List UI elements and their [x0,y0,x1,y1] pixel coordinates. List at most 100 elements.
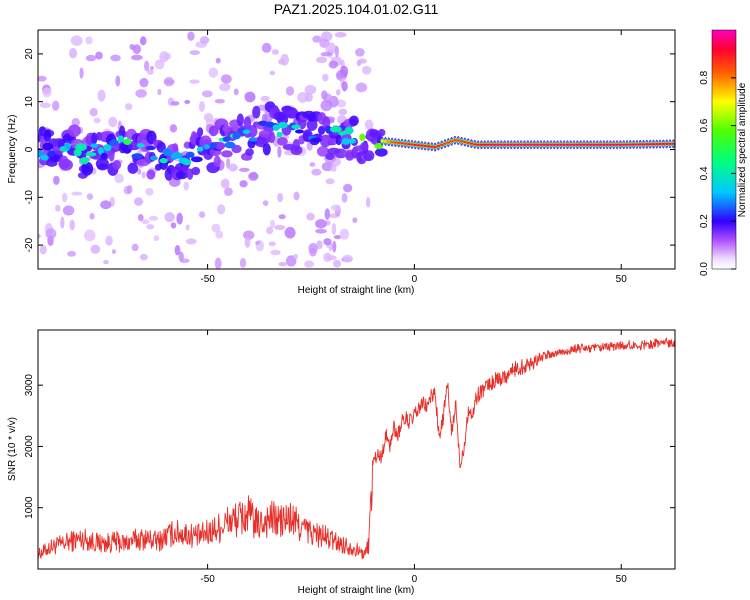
spectrogram-noise-cell [333,235,342,240]
spectrogram-noise-cell [323,238,332,246]
spectrogram-noise-cell [126,185,133,194]
spectrogram-ridge-cell [75,143,87,152]
snr-xtick-label: 0 [412,574,418,585]
spectrogram-band-cell [91,132,98,145]
spectrogram-ridge-cell [502,143,507,146]
spectrogram-ridge-cell [625,143,629,146]
spectrogram-noise-cell [330,163,337,172]
spectrogram-noise-cell [214,99,225,104]
spectrogram-y-label: Frequency (Hz) [7,115,18,184]
spectrogram-noise-cell [332,259,342,268]
spectrogram-ridge-cell [423,144,427,148]
spectrogram-noise-cell [309,162,316,167]
spectrogram-ridge-cell [459,140,464,143]
spectrogram-ridge-cell [552,143,556,146]
spectrogram-ridge-cell [602,143,606,146]
spectrogram-noise-cell [199,100,205,113]
spectrogram-noise-cell [284,226,296,239]
spectrogram-noise-cell [322,73,329,82]
spectrogram-noise-cell [261,42,272,53]
spectrogram-noise-cell [293,191,300,201]
spectrogram-xtick-label: 50 [616,274,628,285]
spectrogram-noise-cell [306,212,315,221]
spectrogram-noise-cell [334,45,339,58]
spectrogram-ridge-cell [506,143,510,146]
spectrogram-noise-cell [201,90,213,98]
spectrogram-band-cell [245,148,254,156]
spectrogram-ridge-cell [440,143,444,146]
spectrogram-ridge-cell [522,143,527,146]
spectrogram-band-cell [208,125,219,137]
colorbar-ticks: 0.0 0.2 0.4 0.6 0.8 [699,70,736,276]
spectrogram-noise-cell [184,99,191,104]
spectrogram-ridge-cell [149,155,158,161]
spectrogram-noise-cell [146,224,155,230]
spectrogram-ytick-label: 0 [24,146,35,152]
spectrogram-noise-cell [139,77,149,88]
spectrogram-noise-cell [139,36,147,46]
spectrogram-noise-cell [255,240,261,246]
spectrogram-ridge-cell [131,153,144,159]
spectrogram-ridge-cell [466,141,470,144]
spectrogram-ridge-cell [123,138,132,145]
spectrogram-ridge-cell [248,137,258,142]
spectrogram-band-cell [236,113,244,127]
spectrogram-ridge-cell [136,143,145,148]
spectrogram-ridge-cell [159,157,168,164]
spectrogram-ridge-cell [117,135,124,143]
spectrogram-noise-cell [336,99,347,108]
spectrogram-noise-cell [85,36,93,45]
spectrogram-noise-cell [53,175,60,186]
spectrogram-noise-cell [199,36,210,44]
spectrogram-noise-cell [215,230,224,239]
spectrogram-ridge-cell [433,146,437,149]
spectrogram-noise-cell [85,54,97,62]
spectrogram-ridge-cell [661,142,666,146]
spectrogram-noise-cell [141,219,150,225]
spectrogram-noise-cell [341,192,348,203]
spectrogram-ridge-cell [430,145,434,148]
spectrogram-noise-cell [45,228,57,240]
spectrogram-noise-cell [62,205,75,216]
spectrogram-noise-cell [324,208,330,220]
spectrogram-noise-cell [114,173,124,184]
spectrogram-ytick-label: 20 [24,48,35,60]
spectrogram-noise-cell [70,35,83,46]
spectrogram-noise-cell [355,48,365,57]
colorbar-tick-label: 0.4 [699,166,710,180]
spectrogram-ridge-cell [162,148,172,157]
spectrogram-ridge-cell [456,139,460,142]
spectrogram-noise-cell [60,216,65,229]
spectrogram-noise-cell [364,119,374,130]
spectrogram-noise-cell [145,187,154,196]
spectrogram-band-cell [108,149,115,162]
spectrogram-noise-cell [304,92,313,102]
spectrogram-noise-cell [215,57,221,64]
snr-ytick-label: 2000 [24,435,35,458]
spectrogram-noise-cell [224,187,233,196]
spectrogram-noise-cell [164,212,175,223]
spectrogram-ridge-cell [655,142,659,146]
spectrogram-ridge-cell [242,129,251,135]
spectrogram-ridge-cell [196,146,204,152]
spectrogram-band-cell [276,137,288,146]
spectrogram-noise-cell [130,54,143,61]
spectrogram-ridge-cell [496,143,500,146]
spectrogram-y-ticks: -20 -10 0 10 20 [24,48,675,252]
spectrogram-noise-cell [278,214,286,220]
spectrogram-noise-cell [315,228,327,234]
spectrogram-ridge-cell [403,142,407,145]
spectrogram-noise-cell [189,50,200,56]
spectrogram-noise-cell [141,171,146,179]
spectrogram-noise-cell [321,90,328,100]
spectrogram-ytick-label: -20 [24,237,35,252]
spectrogram-noise-cell [55,204,61,212]
spectrogram-ridge-cell [436,144,440,148]
spectrogram-noise-cell [325,42,337,55]
spectrogram-ridge-cell [443,142,447,145]
spectrogram-ridge-cell [592,143,596,146]
colorbar-gradient [711,29,737,270]
spectrogram-noise-cell [270,219,275,229]
spectrogram-noise-cell [95,51,103,60]
